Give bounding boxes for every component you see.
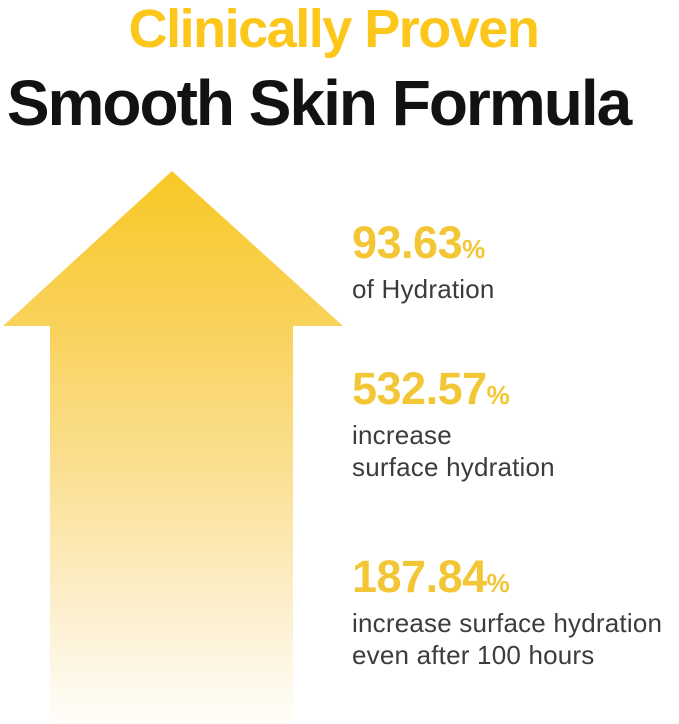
headline-smooth-skin-formula: Smooth Skin Formula [6, 67, 632, 139]
stat-block-surface-hydration: 532.57% increase surface hydration [352, 366, 679, 483]
percent-sign: % [486, 568, 510, 598]
percent-sign: % [462, 234, 486, 264]
stat-value: 187.84 [352, 551, 487, 602]
stat-value-row: 187.84% [352, 554, 679, 599]
stat-label-line: even after 100 hours [352, 640, 595, 670]
headline-clinically-proven: Clinically Proven [128, 0, 540, 59]
percent-sign: % [486, 380, 510, 410]
stat-value: 532.57 [352, 363, 487, 414]
up-arrow-shape [3, 171, 343, 724]
stat-block-hydration-100-hours: 187.84% increase surface hydration even … [352, 554, 679, 671]
stat-value: 93.63 [352, 217, 463, 268]
stat-block-hydration: 93.63% of Hydration [352, 220, 679, 305]
stat-label-line: of Hydration [352, 274, 495, 304]
stat-value-row: 93.63% [352, 220, 679, 265]
stat-label-line: increase [352, 420, 452, 450]
stat-label-line: increase surface hydration [352, 608, 663, 638]
stat-label-line: surface hydration [352, 452, 555, 482]
stat-value-row: 532.57% [352, 366, 679, 411]
